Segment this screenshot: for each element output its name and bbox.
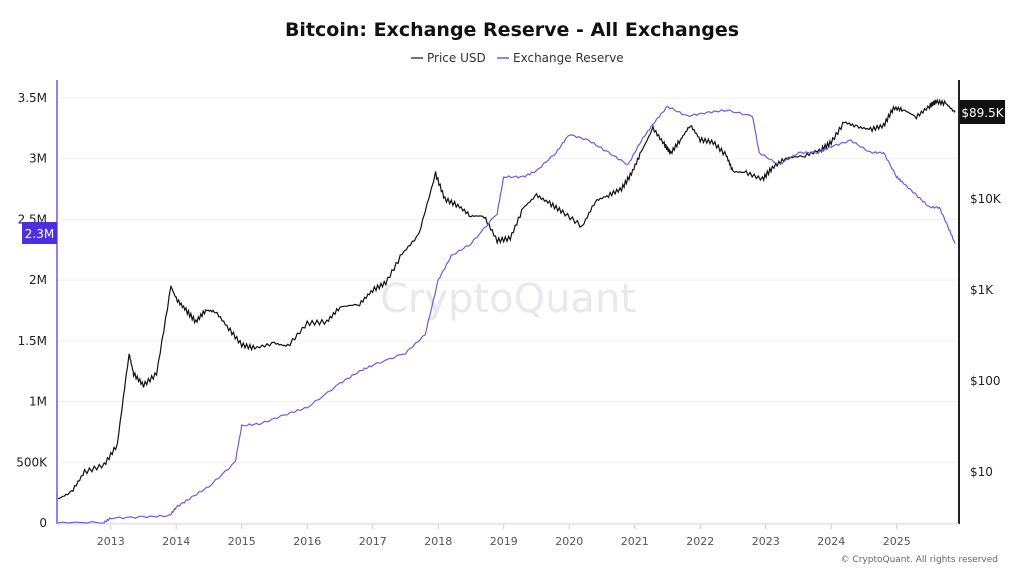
current-price-value: $89.5K xyxy=(961,106,1004,120)
x-tick-label: 2018 xyxy=(424,535,452,548)
y-left-tick-label: 500K xyxy=(16,455,48,469)
copyright: © CryptoQuant. All rights reserved xyxy=(841,555,998,565)
x-tick-label: 2015 xyxy=(228,535,256,548)
chart-title: Bitcoin: Exchange Reserve - All Exchange… xyxy=(285,19,739,41)
y-right-tick-label: $1K xyxy=(970,283,994,297)
watermark: CryptoQuant xyxy=(380,276,636,322)
y-left-tick-label: 0 xyxy=(39,516,47,530)
x-tick-label: 2024 xyxy=(817,535,845,548)
y-left-tick-label: 2M xyxy=(29,273,47,287)
x-tick-label: 2020 xyxy=(555,535,583,548)
x-tick-label: 2014 xyxy=(162,535,190,548)
y-right-tick-label: $100 xyxy=(970,374,1001,388)
price-usd-line xyxy=(56,98,956,500)
x-tick-label: 2019 xyxy=(490,535,518,548)
x-tick-label: 2022 xyxy=(686,535,714,548)
current-price-label: $89.5K xyxy=(960,100,1005,124)
x-tick-label: 2016 xyxy=(293,535,321,548)
y-left-tick-label: 3.5M xyxy=(18,91,47,105)
y-left-tick-label: 1.5M xyxy=(18,334,47,348)
legend: Price USD Exchange Reserve xyxy=(411,51,624,65)
x-tick-label: 2025 xyxy=(883,535,911,548)
current-reserve-value: 2.3M xyxy=(25,227,54,241)
y-left-tick-label: 1M xyxy=(29,395,47,409)
x-tick-label: 2021 xyxy=(621,535,649,548)
y-left-tick-label: 3M xyxy=(29,152,47,166)
exchange-reserve-line xyxy=(56,105,956,524)
x-tick-label: 2017 xyxy=(359,535,387,548)
legend-label-price: Price USD xyxy=(427,51,486,65)
x-tick-label: 2023 xyxy=(752,535,780,548)
x-tick-label: 2013 xyxy=(97,535,125,548)
current-reserve-label: 2.3M xyxy=(22,222,57,244)
y-right-tick-label: $10 xyxy=(970,465,993,479)
legend-label-reserve: Exchange Reserve xyxy=(513,51,624,65)
y-right-tick-label: $10K xyxy=(970,192,1002,206)
